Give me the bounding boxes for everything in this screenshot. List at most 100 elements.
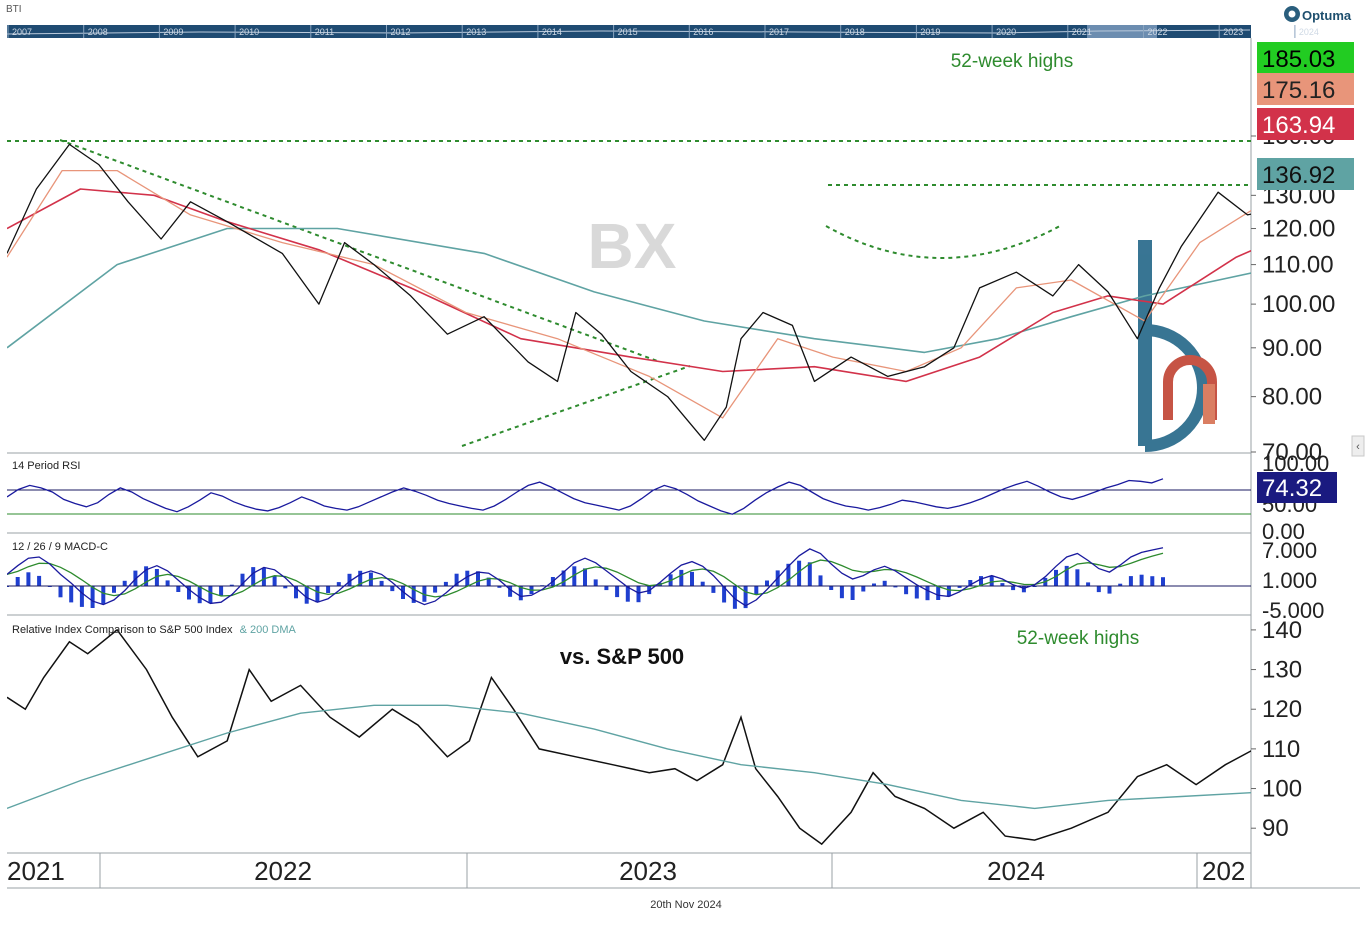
- overview-year-label: 2013: [466, 27, 486, 37]
- overview-year-label: 2015: [618, 27, 638, 37]
- macd-hist-bar: [989, 575, 994, 586]
- optuma-logo: Optuma: [1284, 6, 1352, 23]
- relative-tick-label: 130: [1262, 657, 1302, 684]
- footer-date: 20th Nov 2024: [650, 899, 722, 911]
- macd-hist-bar: [690, 571, 694, 586]
- macd-hist-bar: [936, 586, 941, 600]
- series-ma-slow: [7, 227, 1251, 354]
- macd-hist-bar: [914, 586, 919, 599]
- macd-hist-bar: [700, 581, 705, 586]
- badge-price-bg: [1257, 42, 1354, 74]
- overview-year-label: 2009: [163, 27, 183, 37]
- overview-strip[interactable]: 2007 2008 2009 2010 2011 2012 2013 2014 2015 2016…: [6, 25, 1319, 38]
- macd-hist-bar: [882, 580, 887, 586]
- overview-year-label: 2008: [88, 27, 108, 37]
- relative-title-suffix: & 200 DMA: [240, 624, 297, 636]
- macd-hist-bar: [79, 586, 84, 607]
- price-tick-label: 90.00: [1262, 335, 1322, 362]
- macd-hist-bar: [497, 586, 502, 588]
- macd-hist-bar: [219, 586, 224, 596]
- macd-hist-bar: [593, 579, 598, 586]
- macd-hist-bar: [1064, 565, 1069, 586]
- macd-hist-bar: [101, 586, 106, 604]
- macd-hist-bar: [850, 586, 855, 600]
- macd-hist-bar: [1086, 582, 1091, 586]
- macd-hist-bar: [786, 563, 791, 586]
- macd-hist-bar: [1107, 586, 1112, 594]
- macd-hist-bar: [165, 580, 170, 586]
- macd-hist-bar: [583, 568, 587, 586]
- macd-hist-bar: [272, 576, 277, 586]
- macd-hist-bar: [154, 569, 159, 586]
- badge-ma-mid-bg: [1257, 108, 1354, 140]
- macd-hist-bar: [37, 575, 42, 586]
- price-panel: [7, 143, 1251, 441]
- macd-hist-bar: [604, 586, 609, 591]
- relative-tick-label: 90: [1262, 815, 1289, 842]
- macd-hist-bar: [839, 586, 844, 599]
- x-tick-label: 2022: [254, 856, 312, 886]
- macd-hist-bar: [722, 586, 727, 603]
- macd-hist-bar: [818, 575, 823, 586]
- macd-hist-bar: [433, 586, 438, 593]
- price-tick-label: 110.00: [1262, 252, 1334, 279]
- relative-panel: [7, 628, 1251, 846]
- series-price: [7, 143, 1251, 441]
- macd-hist-bar: [476, 571, 480, 586]
- macd-hist-bar: [979, 576, 983, 586]
- macd-hist-bar: [390, 586, 395, 592]
- price-tick-label: 80.00: [1262, 384, 1322, 411]
- badge-rsi: 74.32: [1262, 475, 1322, 502]
- brand-label: Optuma: [1302, 8, 1352, 23]
- macd-hist-bar: [1161, 577, 1165, 586]
- overview-year-label: 2018: [845, 27, 865, 37]
- macd-hist-bar: [946, 586, 951, 597]
- macd-hist-bar: [122, 580, 127, 586]
- overview-year-label: 2019: [920, 27, 940, 37]
- macd-hist-bar: [925, 586, 930, 601]
- macd-hist-bar: [1128, 576, 1133, 586]
- macd-hist-bar: [1054, 569, 1058, 586]
- macd-tick-label: 1.000: [1262, 568, 1317, 593]
- watermark-ticker: BX: [588, 210, 677, 282]
- overview-year-label: 2010: [239, 27, 259, 37]
- x-tick-label: 2024: [987, 856, 1045, 886]
- macd-tick-label: 7.000: [1262, 538, 1317, 563]
- series-ma-fast: [7, 169, 1251, 419]
- overview-year-label: 2021: [1072, 27, 1092, 37]
- overview-year-label: 2012: [391, 27, 411, 37]
- macd-hist-bar: [347, 573, 352, 586]
- macd-signal-line: [7, 552, 1164, 598]
- scroll-arrow[interactable]: ‹: [1351, 435, 1365, 457]
- relative-tick-label: 140: [1262, 617, 1302, 644]
- macd-hist-bar: [1139, 574, 1144, 586]
- macd-hist-bar: [1150, 576, 1155, 586]
- x-tick-label: 2021: [7, 856, 65, 886]
- overview-year-label: 2020: [996, 27, 1016, 37]
- macd-hist-bar: [326, 586, 331, 593]
- price-tick-label: 120.00: [1262, 216, 1335, 243]
- overview-year-label: 2016: [693, 27, 713, 37]
- macd-hist-bar: [679, 569, 684, 586]
- relative-label: vs. S&P 500: [560, 644, 684, 669]
- overview-year-label: 2011: [315, 27, 334, 37]
- macd-hist-bar: [1000, 583, 1005, 586]
- macd-hist-bar: [572, 566, 577, 586]
- badge-ma-fast: 175.16: [1262, 77, 1335, 104]
- macd-hist-bar: [112, 586, 116, 593]
- macd-hist-bar: [968, 580, 973, 586]
- rsi-line: [7, 478, 1164, 515]
- relative-tick-label: 120: [1262, 696, 1302, 723]
- macd-hist-bar: [144, 566, 149, 586]
- badge-price: 185.03: [1262, 46, 1335, 73]
- overview-year-label: 2024: [1299, 27, 1319, 37]
- badge-ma-slow: 136.92: [1262, 162, 1335, 189]
- macd-hist-bar: [411, 586, 416, 603]
- overview-year-label: 2022: [1148, 27, 1168, 37]
- macd-hist-bar: [732, 586, 737, 609]
- macd-hist-bar: [957, 586, 962, 588]
- macd-hist-bar: [1096, 586, 1101, 593]
- macd-hist-bar: [443, 581, 448, 586]
- badge-ma-fast-bg: [1257, 73, 1354, 105]
- macd-hist-bar: [486, 577, 491, 586]
